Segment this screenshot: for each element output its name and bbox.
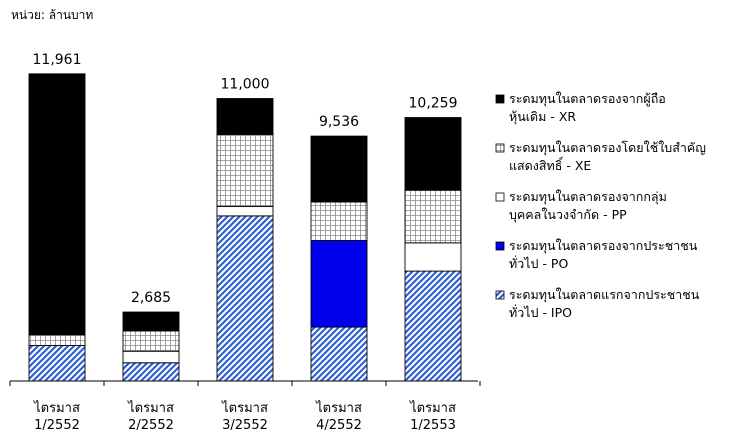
total-label-1: 11,961 (33, 52, 82, 68)
x-tick-label-4-line-1: ไตรมาส (315, 400, 362, 416)
total-label-3: 11,000 (221, 77, 270, 93)
bar-segment-3-series-3 (216, 205, 274, 217)
bar-segment-4-series-2 (310, 240, 368, 328)
bar-segment-5-series-1 (404, 270, 462, 382)
bar-segment-2-series-5 (122, 311, 180, 332)
bar-segment-2-series-1 (122, 362, 180, 382)
x-tick-label-4-line-2: 4/2552 (316, 418, 362, 433)
bar-segment-1-series-4 (28, 334, 86, 347)
bar-segment-3-series-5 (216, 98, 274, 135)
legend-label-2-line-1: ระดมทุนในตลาดรองโดยใช้ใบสำคัญ (509, 140, 706, 156)
legend-label-4-line-1: ระดมทุนในตลาดรองจากประชาชน (509, 238, 698, 254)
x-tick-label-3-line-2: 3/2552 (222, 418, 268, 433)
x-tick-label-2-line-1: ไตรมาส (127, 400, 174, 416)
legend-swatch-1 (495, 94, 505, 104)
total-label-5: 10,259 (409, 96, 458, 112)
bar-segment-4-series-4 (310, 201, 368, 241)
bar-segment-3-series-1 (216, 215, 274, 382)
bar-segment-3-series-4 (216, 134, 274, 207)
bar-segment-1-series-5 (28, 73, 86, 336)
bar-segment-5-series-3 (404, 242, 462, 272)
bar-segment-5-series-4 (404, 189, 462, 244)
total-label-2: 2,685 (131, 290, 171, 306)
x-tick-label-3-line-1: ไตรมาส (221, 400, 268, 416)
bar-segment-4-series-5 (310, 135, 368, 203)
bar-segment-1-series-1 (28, 345, 86, 382)
legend-label-2-line-2: แสดงสิทธิ์ - XE (509, 156, 591, 173)
x-tick-label-5-line-2: 1/2553 (410, 418, 456, 433)
legend-swatch-5 (495, 290, 505, 300)
bar-segment-2-series-4 (122, 330, 180, 352)
legend-swatch-2 (495, 143, 505, 153)
x-axis-ticks (9, 381, 481, 386)
legend-label-1-line-2: หุ้นเดิม - XR (509, 109, 576, 125)
legend-label-3-line-2: บุคคลในวงจำกัด - PP (509, 207, 627, 223)
total-label-4: 9,536 (319, 114, 359, 130)
bar-segment-5-series-5 (404, 117, 462, 191)
bar-segment-2-series-3 (122, 350, 180, 364)
x-tick-label-1-line-2: 1/2552 (34, 418, 80, 433)
bars-group (28, 73, 462, 382)
legend-swatch-3 (495, 192, 505, 202)
legend-label-3-line-1: ระดมทุนในตลาดรองจากกลุ่ม (509, 189, 667, 205)
legend-swatch-4 (495, 241, 505, 251)
bar-segment-4-series-1 (310, 326, 368, 382)
total-labels: 11,961 2,685 11,000 9,536 10,259 (33, 52, 458, 306)
x-axis-labels: ไตรมาส 1/2552 ไตรมาส 2/2552 ไตรมาส 3/2552 ไตรม… (33, 400, 456, 433)
x-tick-label-1-line-1: ไตรมาส (33, 400, 80, 416)
legend-label-5-line-2: ทั่วไป - IPO (509, 304, 572, 320)
legend: ระดมทุนในตลาดรองจากผู้ถือหุ้นเดิม - XR ระ… (495, 91, 706, 320)
unit-label: หน่วย: ล้านบาท (11, 8, 93, 22)
x-tick-label-2-line-2: 2/2552 (128, 418, 174, 433)
legend-label-5-line-1: ระดมทุนในตลาดแรกจากประชาชน (509, 287, 700, 303)
legend-label-4-line-2: ทั่วไป - PO (509, 255, 568, 271)
legend-label-1-line-1: ระดมทุนในตลาดรองจากผู้ถือ (509, 91, 666, 107)
x-tick-label-5-line-1: ไตรมาส (409, 400, 456, 416)
